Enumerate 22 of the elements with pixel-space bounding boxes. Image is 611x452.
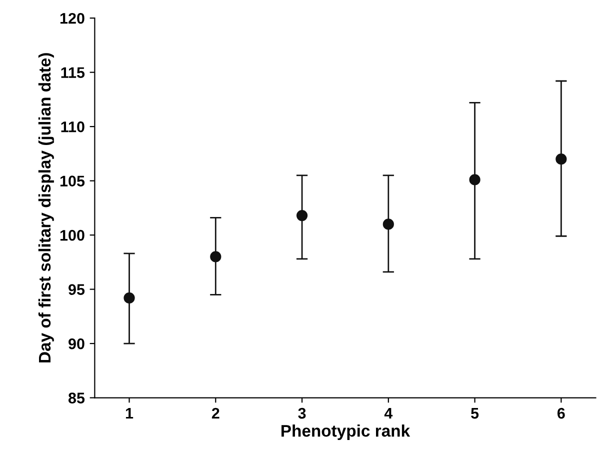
y-tick-label: 120 [60,12,84,24]
point [556,154,567,165]
x-axis-title: Phenotypic rank [282,424,410,440]
y-tick-label: 110 [61,121,84,132]
y-tick-label: 100 [60,230,84,241]
y-tick-label: 115 [61,67,85,78]
x-tick-label: 4 [384,408,393,419]
point [210,251,222,262]
x-tick-label: 2 [212,408,220,419]
x-tick-label: 3 [298,408,306,419]
x-tick-label: 1 [126,408,134,419]
point [469,174,480,186]
y-tick-label: 105 [60,176,85,186]
y-tick-label: 85 [68,392,85,404]
point [382,218,394,230]
y-tick-label: 95 [68,284,85,295]
x-tick-label: 6 [557,408,565,419]
y-axis-title: Day of first solitary display (julian date) [38,53,54,362]
x-tick-label: 5 [471,408,479,419]
point [296,210,308,222]
point [124,292,135,304]
y-tick-label: 90 [68,338,84,350]
